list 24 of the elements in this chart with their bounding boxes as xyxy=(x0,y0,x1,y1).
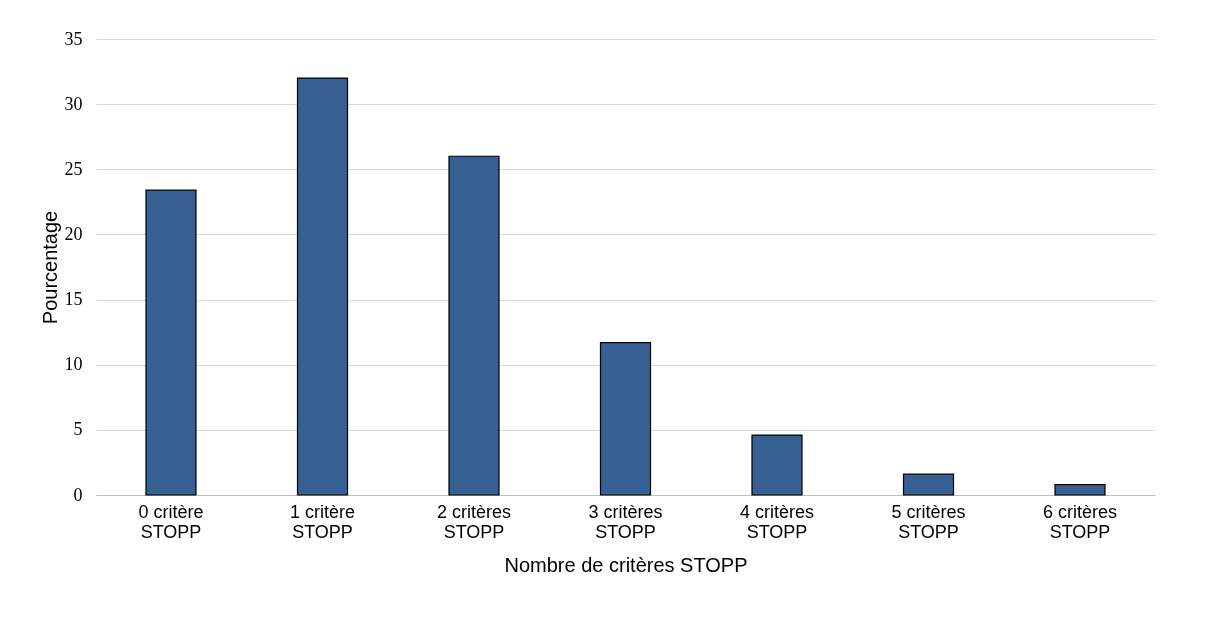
bar xyxy=(599,341,652,496)
y-tick-label: 5 xyxy=(73,419,83,440)
y-tick-label: 20 xyxy=(64,223,83,244)
x-tick-label: 3 critères STOPP xyxy=(588,501,663,542)
x-tick-label: 1 critère STOPP xyxy=(289,501,356,542)
bar xyxy=(145,189,197,496)
y-tick-label: 0 xyxy=(73,484,83,505)
bar xyxy=(751,434,803,496)
x-axis-title: Nombre de critères STOPP xyxy=(504,553,748,576)
y-tick-label: 25 xyxy=(64,158,83,179)
x-tick-label: 0 critère STOPP xyxy=(138,501,204,542)
bar xyxy=(448,155,500,496)
x-tick-label: 2 critères STOPP xyxy=(436,501,512,542)
x-tick-label: 6 critères STOPP xyxy=(1042,501,1118,542)
bar xyxy=(296,77,349,496)
y-tick-label: 10 xyxy=(64,354,83,375)
x-tick-label: 5 critères STOPP xyxy=(891,501,966,542)
bar xyxy=(902,473,955,496)
x-tick-label: 4 critères STOPP xyxy=(739,501,815,542)
y-tick-label: 30 xyxy=(64,93,83,114)
y-tick-label: 15 xyxy=(64,289,83,310)
y-tick-label: 35 xyxy=(64,28,83,49)
bar xyxy=(1054,483,1106,496)
y-axis-title: Pourcentage xyxy=(38,210,61,325)
